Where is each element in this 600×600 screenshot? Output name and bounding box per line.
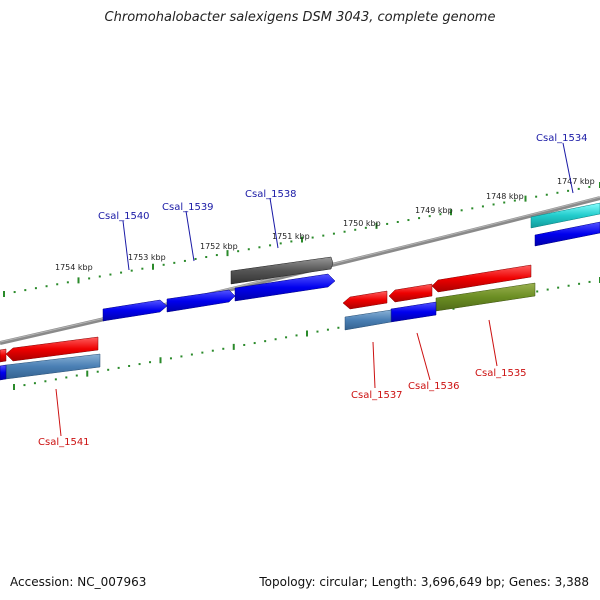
genome-summary-text: Topology: circular; Length: 3,696,649 bp…	[259, 575, 589, 589]
label-csal-1535[interactable]: Csal_1535	[475, 368, 527, 379]
kbp-label-1752: 1752 kbp	[200, 242, 238, 251]
leader-csal-1537	[372, 341, 376, 389]
leader-csal-1534	[562, 142, 574, 194]
gene-csal-1540[interactable]	[102, 299, 168, 322]
leader-csal-1540	[122, 220, 130, 271]
label-csal-1538[interactable]: Csal_1538	[245, 189, 297, 200]
label-csal-1536[interactable]: Csal_1536	[408, 381, 460, 392]
accession-text: Accession: NC_007963	[10, 575, 147, 589]
kbp-label-1750: 1750 kbp	[343, 219, 381, 228]
label-csal-1540[interactable]: Csal_1540	[98, 211, 150, 222]
gene-csal-1538[interactable]	[234, 273, 336, 302]
leader-csal-1541	[55, 388, 62, 437]
label-csal-1541[interactable]: Csal_1541	[38, 437, 90, 448]
gene-csal-1541-red[interactable]	[5, 336, 99, 362]
gene-csal-1537[interactable]	[344, 309, 392, 331]
kbp-label-1753: 1753 kbp	[128, 253, 166, 262]
kbp-label-1747: 1747 kbp	[557, 177, 595, 186]
gene-csal-1541-edge[interactable]	[0, 364, 7, 381]
gene-csal-1536[interactable]	[390, 301, 437, 323]
kbp-label-1748: 1748 kbp	[486, 192, 524, 201]
leader-csal-1535	[488, 319, 498, 367]
gene-csal-1534-teal[interactable]	[530, 202, 600, 229]
label-csal-1537[interactable]: Csal_1537	[351, 390, 403, 401]
map-title: Chromohalobacter salexigens DSM 3043, co…	[104, 10, 496, 25]
gene-csal-1541-red-edge[interactable]	[0, 348, 7, 363]
upper-tick-scale	[3, 182, 600, 297]
label-csal-1534[interactable]: Csal_1534	[536, 133, 588, 144]
gene-csal-1537-red[interactable]	[342, 290, 388, 310]
kbp-label-1751: 1751 kbp	[272, 232, 310, 241]
label-csal-1539[interactable]: Csal_1539	[162, 202, 214, 213]
gene-csal-1536-red[interactable]	[388, 283, 433, 303]
leader-csal-1536	[416, 332, 431, 381]
leader-csal-1539	[185, 210, 195, 262]
kbp-label-1754: 1754 kbp	[55, 263, 93, 272]
gene-csal-1539[interactable]	[166, 289, 236, 313]
kbp-label-1749: 1749 kbp	[415, 206, 453, 215]
leader-csal-1538	[269, 197, 279, 249]
gene-csal-1535-red[interactable]	[431, 264, 532, 293]
gene-csal-1534-blue[interactable]	[534, 221, 600, 247]
gene-csal-1538-gray[interactable]	[230, 256, 334, 285]
